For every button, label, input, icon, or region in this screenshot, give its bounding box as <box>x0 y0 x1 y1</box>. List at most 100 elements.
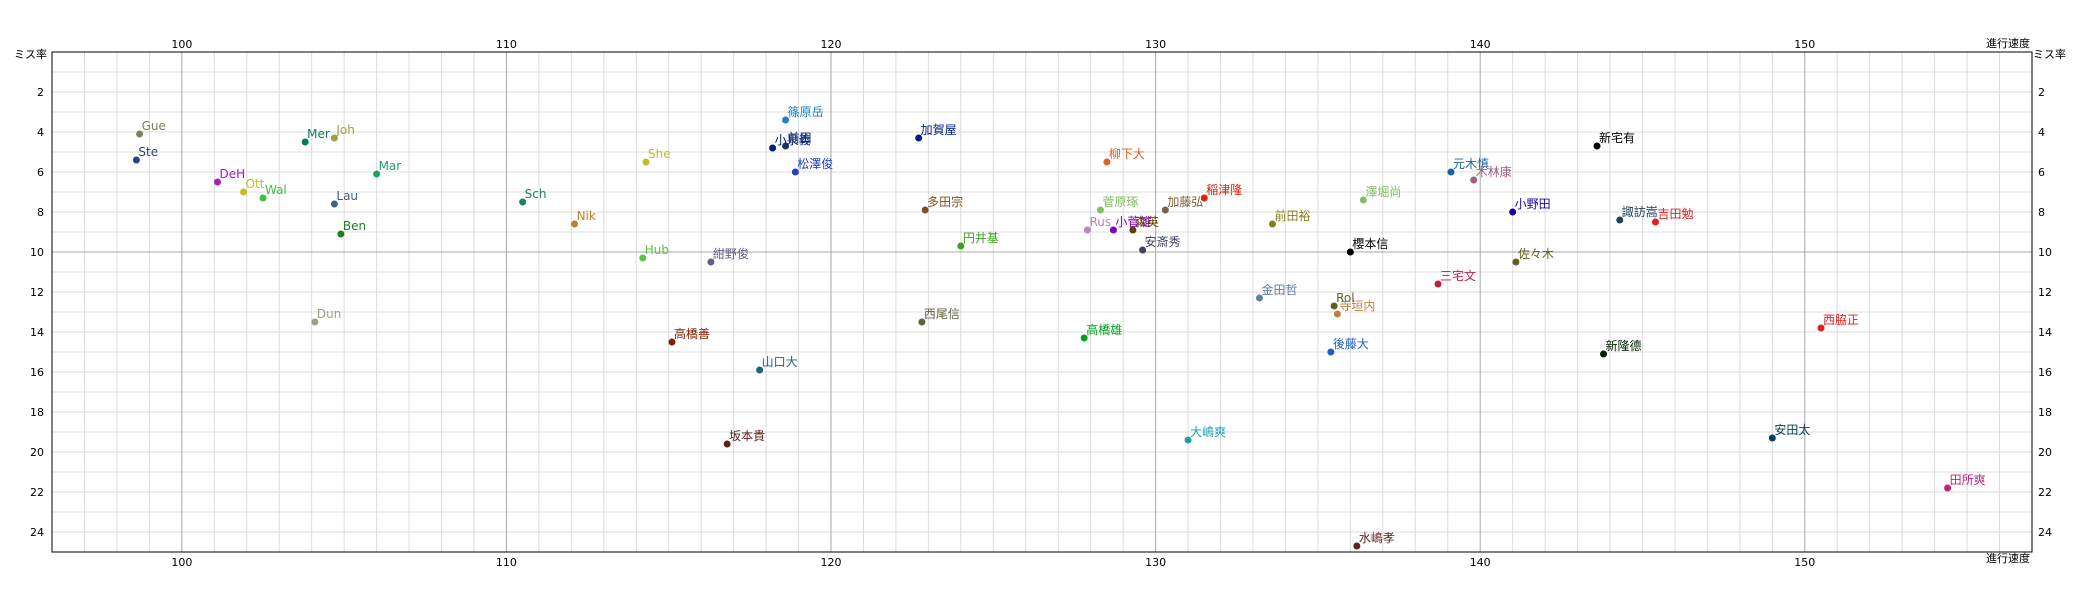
data-label: 加賀屋 <box>921 123 957 137</box>
x-tick-label-bottom: 120 <box>821 556 842 569</box>
data-point <box>1651 218 1659 226</box>
data-label: DeH <box>220 167 246 181</box>
data-label: 前田裕 <box>1274 208 1310 223</box>
x-tick-labels-bottom: 100 110 120 130 140 150 <box>171 556 1815 569</box>
data-point <box>1333 310 1341 318</box>
data-point <box>1096 206 1104 214</box>
y-tick-label-left: 22 <box>30 486 44 499</box>
data-label: 元木慎 <box>1453 157 1489 171</box>
data-label: 新隆德 <box>1606 338 1642 353</box>
data-label: 佐々木 <box>1518 247 1554 261</box>
y-tick-label-left: 10 <box>30 246 44 259</box>
y-tick-label-left: 20 <box>30 446 44 459</box>
data-point <box>723 440 731 448</box>
data-label: 澤堀尚 <box>1365 184 1401 199</box>
data-point <box>1509 208 1517 216</box>
y-tick-label-right: 14 <box>2038 326 2052 339</box>
data-point <box>1327 348 1335 356</box>
data-point <box>337 230 345 238</box>
data-label: 円井基 <box>963 231 999 245</box>
data-point <box>756 366 764 374</box>
data-label: Gue <box>142 119 166 133</box>
data-label: 後藤大 <box>1333 337 1369 351</box>
data-point <box>1080 334 1088 342</box>
data-label: 大嶋爽 <box>1190 425 1226 439</box>
y-tick-label-right: 20 <box>2038 446 2052 459</box>
y-tick-label-left: 24 <box>30 526 44 539</box>
data-point <box>782 142 790 150</box>
data-label: Rol <box>1336 291 1354 305</box>
data-point <box>330 134 338 142</box>
y-tick-label-left: 4 <box>37 126 44 139</box>
data-label: 田所爽 <box>1950 473 1986 487</box>
data-point <box>519 198 527 206</box>
y-tick-label-right: 8 <box>2038 206 2045 219</box>
data-label: 小菅雄 <box>1115 214 1151 229</box>
data-point <box>1346 248 1354 256</box>
data-point <box>1353 542 1361 550</box>
x-tick-label-bottom: 150 <box>1794 556 1815 569</box>
y-tick-label-right: 4 <box>2038 126 2045 139</box>
data-point <box>1447 168 1455 176</box>
y-axis-title-right: ミス率 <box>2033 47 2066 61</box>
data-label: 吉田勉 <box>1657 207 1693 221</box>
data-point <box>1200 194 1208 202</box>
data-point <box>259 194 267 202</box>
data-point <box>1129 226 1137 234</box>
y-tick-label-left: 14 <box>30 326 44 339</box>
data-point <box>373 170 381 178</box>
data-label: 稲津隆 <box>1206 182 1242 197</box>
data-label: 安田太 <box>1774 422 1810 437</box>
data-label: 木林康 <box>1476 164 1512 179</box>
data-point <box>668 338 676 346</box>
data-point <box>1434 280 1442 288</box>
data-label: 紺野俊 <box>713 246 749 261</box>
data-label: Rus <box>1089 215 1111 229</box>
x-tick-label-bottom: 130 <box>1145 556 1166 569</box>
x-tick-label-bottom: 100 <box>171 556 192 569</box>
data-point <box>1083 226 1091 234</box>
y-tick-label-right: 10 <box>2038 246 2052 259</box>
x-axis-title-top: 進行速度 <box>1986 36 2030 50</box>
data-label: 森英 <box>1135 214 1159 229</box>
x-tick-label-top: 150 <box>1794 38 1815 51</box>
x-tick-label-top: 130 <box>1145 38 1166 51</box>
data-label: Hub <box>645 243 669 257</box>
data-point <box>132 156 140 164</box>
data-point <box>1255 294 1263 302</box>
data-point <box>1161 206 1169 214</box>
y-tick-label-right: 24 <box>2038 526 2052 539</box>
data-label: Ben <box>343 219 366 233</box>
data-point <box>915 134 923 142</box>
x-axis-title-bottom: 進行速度 <box>1986 551 2030 565</box>
data-label: 高橋雄 <box>1086 322 1122 337</box>
y-tick-label-right: 22 <box>2038 486 2052 499</box>
data-point <box>571 220 579 228</box>
data-point <box>1616 216 1624 224</box>
data-point <box>1268 220 1276 228</box>
data-point <box>1470 176 1478 184</box>
data-label: 三宅文 <box>1440 268 1476 283</box>
data-point <box>1103 158 1111 166</box>
data-points <box>132 116 1952 550</box>
data-label: 柳下大 <box>1109 147 1145 161</box>
x-tick-label-bottom: 140 <box>1470 556 1491 569</box>
y-tick-label-right: 2 <box>2038 86 2045 99</box>
x-tick-label-top: 120 <box>821 38 842 51</box>
data-label: 加藤弘 <box>1167 195 1203 209</box>
plot-frame <box>51 51 2033 553</box>
minor-grid <box>51 52 2033 552</box>
data-point <box>1944 484 1952 492</box>
data-label: 水嶋孝 <box>1359 531 1395 545</box>
x-tick-labels-top: 100 110 120 130 140 150 <box>171 38 1815 51</box>
y-tick-label-left: 12 <box>30 286 44 299</box>
data-label: 櫻本信 <box>1352 236 1388 251</box>
data-point <box>240 188 248 196</box>
data-label: 篠原岳 <box>788 104 824 119</box>
data-label: 新宅有 <box>1599 130 1635 145</box>
data-point <box>1593 142 1601 150</box>
data-label: She <box>648 147 671 161</box>
data-label: Ott <box>246 177 265 191</box>
